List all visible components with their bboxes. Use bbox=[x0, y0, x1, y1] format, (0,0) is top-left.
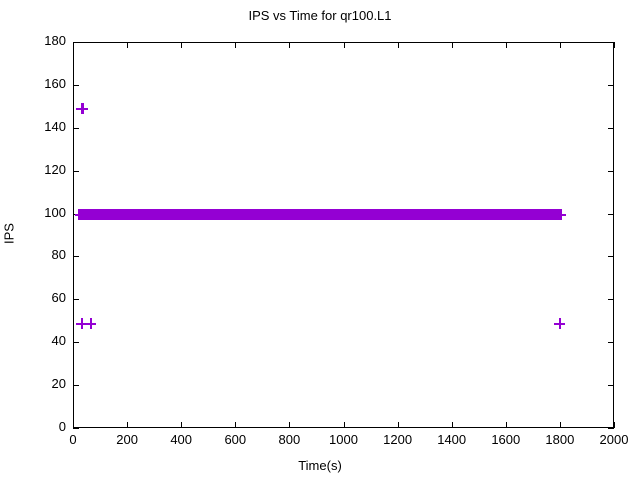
x-axis-tick-mark bbox=[289, 422, 291, 428]
y-axis-tick-mark bbox=[608, 299, 614, 301]
x-axis-tick-mark bbox=[559, 42, 561, 48]
x-axis-tick-label: 1400 bbox=[437, 432, 467, 447]
x-axis-tick-label: 0 bbox=[69, 432, 77, 447]
y-axis-tick-label: 40 bbox=[51, 333, 66, 349]
y-axis-tick-label: 160 bbox=[44, 75, 66, 91]
y-axis-tick-label: 140 bbox=[44, 118, 66, 134]
x-axis-tick-mark bbox=[73, 422, 74, 428]
x-axis-tick-mark bbox=[127, 42, 129, 48]
y-axis-tick-mark bbox=[608, 84, 614, 86]
x-axis-tick-mark bbox=[73, 42, 74, 48]
x-axis-tick-mark bbox=[181, 42, 183, 48]
y-axis-tick-mark bbox=[73, 170, 79, 172]
y-axis-tick-mark bbox=[608, 428, 614, 429]
y-axis-tick-label: 20 bbox=[51, 376, 66, 392]
y-axis-tick-mark bbox=[73, 428, 79, 429]
y-axis-tick-mark bbox=[608, 213, 614, 215]
x-axis-tick-label: 1600 bbox=[491, 432, 521, 447]
y-axis-tick-mark bbox=[73, 256, 79, 258]
y-axis-tick-mark bbox=[608, 127, 614, 129]
y-axis-tick-label: 80 bbox=[51, 247, 66, 263]
y-axis-tick-mark bbox=[608, 170, 614, 172]
y-axis-title: IPS bbox=[1, 223, 17, 244]
y-axis-tick-mark bbox=[73, 213, 79, 215]
x-axis-tick-mark bbox=[397, 422, 399, 428]
x-axis-tick-mark bbox=[614, 42, 615, 48]
y-axis-tick-label: 120 bbox=[44, 161, 66, 177]
x-axis-tick-mark bbox=[451, 42, 453, 48]
x-axis-tick-label: 400 bbox=[170, 432, 193, 447]
x-axis-tick-label: 200 bbox=[116, 432, 138, 447]
chart-title: IPS vs Time for qr100.L1 bbox=[248, 8, 392, 23]
x-axis-tick-mark bbox=[289, 42, 291, 48]
x-axis-tick-mark bbox=[451, 422, 453, 428]
x-axis-tick-mark bbox=[181, 422, 183, 428]
x-axis-tick-mark bbox=[235, 42, 237, 48]
y-axis-tick-mark bbox=[608, 256, 614, 258]
x-axis-tick-mark bbox=[397, 42, 399, 48]
x-axis-tick-label: 1800 bbox=[545, 432, 575, 447]
y-axis-tick-label: 100 bbox=[44, 204, 66, 220]
y-axis-tick-mark bbox=[608, 42, 614, 43]
plot-frame bbox=[73, 42, 614, 428]
y-axis-tick-mark bbox=[73, 385, 79, 387]
y-axis-tick-mark bbox=[73, 342, 79, 344]
y-axis-tick-mark bbox=[73, 127, 79, 129]
x-axis-title: Time(s) bbox=[298, 458, 342, 473]
y-axis-tick-mark bbox=[73, 84, 79, 86]
x-axis-tick-mark bbox=[505, 42, 507, 48]
x-axis-tick-mark bbox=[235, 422, 237, 428]
y-axis-tick-label: 60 bbox=[51, 290, 66, 306]
x-axis-tick-mark bbox=[343, 42, 345, 48]
x-axis-tick-mark bbox=[559, 422, 561, 428]
y-axis-tick-label: 180 bbox=[44, 33, 66, 48]
x-axis-tick-mark bbox=[127, 422, 129, 428]
x-axis-tick-label: 2000 bbox=[599, 432, 629, 447]
y-axis-tick-mark bbox=[608, 385, 614, 387]
y-axis-tick-mark bbox=[608, 342, 614, 344]
x-axis-tick-mark bbox=[614, 422, 615, 428]
x-axis-tick-label: 1000 bbox=[329, 432, 358, 447]
x-axis-tick-mark bbox=[505, 422, 507, 428]
y-axis-tick-label: 0 bbox=[58, 419, 66, 434]
x-axis-tick-label: 600 bbox=[224, 432, 247, 447]
y-axis-tick-mark bbox=[73, 299, 79, 301]
y-axis-tick-mark bbox=[73, 42, 79, 43]
x-axis-tick-label: 800 bbox=[278, 432, 301, 447]
x-axis-tick-mark bbox=[343, 422, 345, 428]
x-axis-tick-label: 1200 bbox=[383, 432, 413, 447]
